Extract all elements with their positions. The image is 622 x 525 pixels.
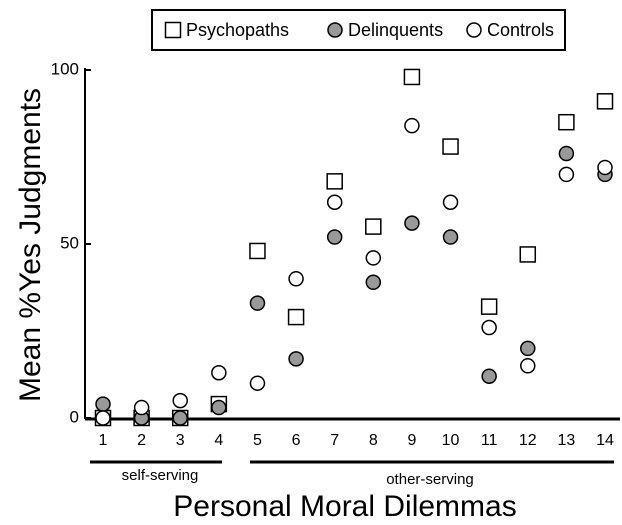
legend-marker: [327, 22, 343, 38]
annotation: other-serving: [386, 471, 474, 488]
point: [442, 194, 459, 210]
legend-label: Delinquents: [348, 20, 443, 40]
x-tick-label: 8: [369, 432, 378, 449]
point: [326, 194, 343, 210]
point: [95, 396, 111, 412]
legend-marker: [164, 21, 182, 39]
x-tick-label: 14: [596, 432, 614, 449]
point: [211, 399, 227, 416]
legend-label: Controls: [487, 20, 554, 40]
annotation: self-serving: [122, 467, 199, 484]
point: [481, 368, 497, 384]
y-tick-label: 0: [70, 407, 79, 426]
point: [519, 246, 537, 263]
point: [404, 215, 420, 231]
y-tick-label: 50: [60, 233, 79, 252]
x-tick-label: 11: [481, 432, 498, 449]
point: [365, 250, 382, 266]
point: [249, 242, 266, 260]
x-tick-label: 1: [99, 432, 108, 449]
point: [288, 351, 304, 367]
x-tick-label: 4: [214, 432, 223, 449]
point: [249, 295, 266, 311]
x-tick-label: 10: [442, 432, 460, 449]
point: [481, 319, 497, 336]
x-tick-label: 5: [253, 432, 262, 449]
point: [172, 410, 188, 426]
point: [520, 340, 536, 357]
point: [133, 399, 150, 416]
x-tick-label: 13: [557, 432, 575, 449]
point: [211, 365, 227, 381]
point: [442, 138, 459, 155]
point: [558, 166, 575, 183]
point: [326, 173, 343, 190]
point: [172, 392, 188, 409]
point: [249, 375, 266, 391]
point: [287, 308, 305, 326]
point: [596, 93, 614, 110]
y-tick-label: 100: [51, 59, 79, 78]
legend-box: [151, 9, 566, 51]
point: [480, 298, 498, 315]
point: [558, 113, 575, 131]
point: [597, 159, 613, 176]
point: [404, 117, 420, 134]
x-tick-label: 3: [176, 432, 185, 449]
point: [520, 358, 536, 374]
x-tick-label: 9: [407, 432, 416, 449]
x-tick-label: 2: [137, 432, 146, 449]
point: [442, 229, 459, 245]
y-axis-label: Mean %Yes Judgments: [14, 88, 47, 402]
legend-marker: [466, 22, 482, 38]
point: [288, 271, 304, 287]
point: [365, 218, 382, 235]
x-tick-label: 6: [292, 432, 301, 449]
x-axis-label: Personal Moral Dilemmas: [173, 490, 516, 523]
point: [95, 410, 111, 426]
legend-label: Psychopaths: [186, 20, 289, 40]
point: [403, 68, 421, 86]
point: [326, 229, 343, 245]
x-tick-label: 12: [519, 432, 537, 449]
point: [365, 274, 382, 291]
point: [558, 145, 575, 162]
x-tick-label: 7: [330, 432, 339, 449]
